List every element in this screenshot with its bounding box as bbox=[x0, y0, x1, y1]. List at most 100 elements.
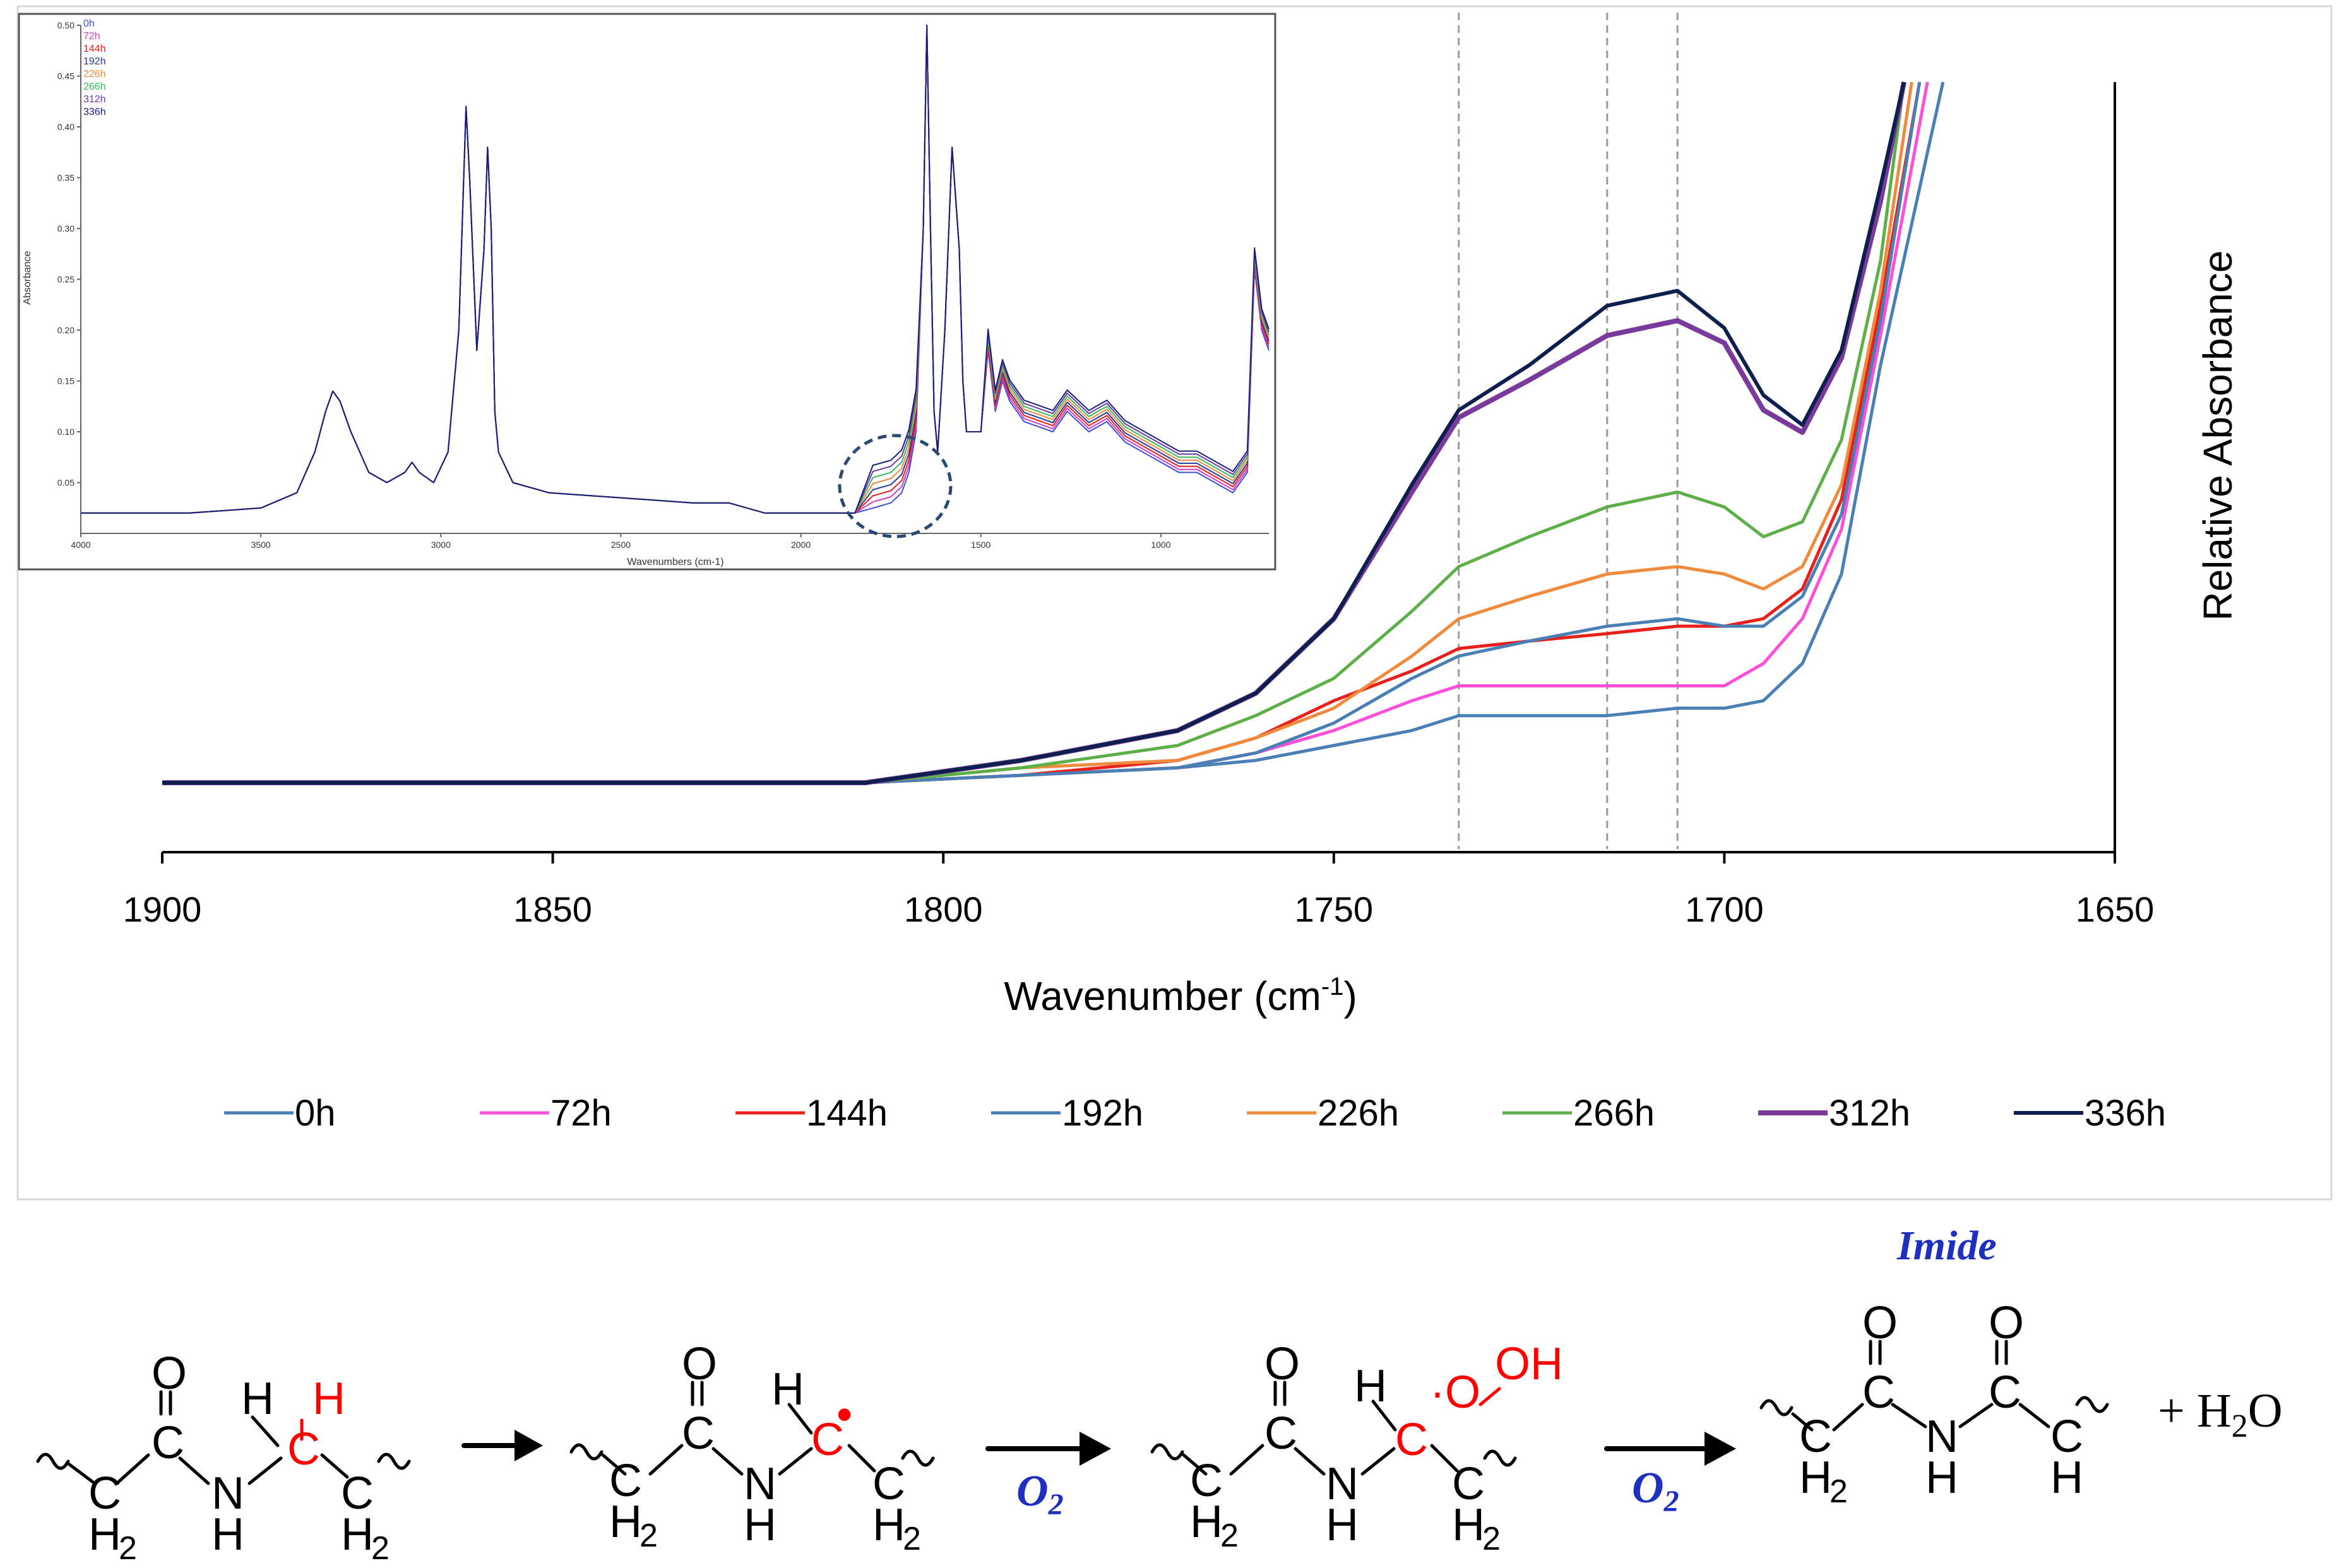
bond bbox=[1478, 1387, 1501, 1406]
subscript: 2 bbox=[640, 1518, 658, 1554]
bond bbox=[711, 1447, 744, 1476]
subscript: 2 bbox=[903, 1521, 921, 1557]
molecule-2: C H 2 C O N H H C • C H 2 bbox=[569, 1339, 935, 1557]
series-line-192h bbox=[162, 81, 1922, 785]
bond bbox=[1371, 1399, 1397, 1432]
inset-legend-label: 266h bbox=[83, 81, 106, 92]
radical-dot: • bbox=[836, 1389, 852, 1440]
atom-h: H bbox=[1452, 1500, 1485, 1550]
legend-label: 144h bbox=[806, 1093, 888, 1134]
legend-label: 266h bbox=[1573, 1093, 1655, 1134]
inset-frame bbox=[18, 13, 1276, 571]
atom-h: H bbox=[2050, 1452, 2083, 1503]
inset-y-tick-label: 0.15 bbox=[57, 376, 74, 386]
x-tick-label: 1750 bbox=[1295, 889, 1374, 929]
inset-y-tick-label: 0.35 bbox=[57, 173, 74, 183]
bond bbox=[1791, 1412, 1814, 1432]
inset-x-ticks: 4000 3500 3000 2500 2000 1500 1000 bbox=[71, 533, 1171, 550]
x-tick-label: 1850 bbox=[513, 889, 592, 929]
bond bbox=[320, 1453, 349, 1479]
atom-o: O bbox=[682, 1339, 717, 1389]
inset-x-tick-label: 3000 bbox=[431, 540, 451, 550]
wavy-bond bbox=[1150, 1443, 1184, 1461]
legend-label: 72h bbox=[550, 1093, 612, 1134]
series-group bbox=[162, 81, 1945, 785]
atom-c-radical: C bbox=[811, 1415, 844, 1465]
atom-o: O bbox=[1989, 1298, 2024, 1348]
bond bbox=[787, 1403, 813, 1435]
atom-h: H bbox=[241, 1374, 274, 1424]
atom-o: O bbox=[152, 1348, 187, 1399]
bond bbox=[1891, 1403, 1927, 1428]
reaction-arrow-head bbox=[515, 1430, 543, 1461]
legend-label: 312h bbox=[1829, 1093, 1910, 1134]
bond bbox=[178, 1456, 210, 1485]
atom-c: C bbox=[88, 1468, 121, 1519]
atom-c: C bbox=[341, 1468, 374, 1519]
wavy-bond bbox=[901, 1449, 935, 1467]
bond bbox=[1182, 1453, 1208, 1476]
atom-c: C bbox=[682, 1408, 715, 1459]
series-line-266h bbox=[162, 81, 1906, 785]
x-tick-label: 1800 bbox=[904, 889, 983, 929]
y-axis-title: Relative Absorbance bbox=[2195, 250, 2240, 621]
x-ticks: 1900 1850 1800 1750 1700 1650 bbox=[123, 852, 2155, 929]
atom-h: H bbox=[744, 1500, 776, 1550]
bond bbox=[68, 1463, 97, 1485]
atom-c: C bbox=[609, 1456, 642, 1506]
reaction-arrow-head bbox=[1704, 1432, 1736, 1466]
atom-o: O bbox=[1862, 1298, 1898, 1348]
x-tick-label: 1650 bbox=[2076, 889, 2155, 929]
x-tick-label: 1900 bbox=[123, 889, 202, 929]
x-tick-label: 1700 bbox=[1685, 889, 1764, 929]
atom-h: H bbox=[88, 1509, 121, 1560]
atom-h-red: H bbox=[312, 1374, 345, 1424]
inset-y-tick-label: 0.05 bbox=[57, 478, 74, 488]
imide-label: Imide bbox=[1896, 1223, 1997, 1269]
molecule-3: C H 2 C O N H H C ·O OH C H 2 bbox=[1150, 1339, 1563, 1557]
atom-h: H bbox=[1799, 1452, 1832, 1503]
inset-legend-label: 0h bbox=[83, 18, 95, 29]
atom-oh: OH bbox=[1495, 1339, 1563, 1389]
inset-y-tick-label: 0.20 bbox=[57, 325, 74, 335]
bond bbox=[247, 1456, 283, 1485]
wavy-bond bbox=[2075, 1396, 2109, 1413]
bond bbox=[601, 1453, 627, 1476]
atom-h: H bbox=[872, 1500, 905, 1550]
wavy-bond bbox=[1759, 1399, 1794, 1417]
inset-x-tick-label: 3500 bbox=[251, 540, 271, 550]
subscript: 2 bbox=[119, 1530, 137, 1567]
atom-h: H bbox=[1354, 1361, 1387, 1411]
inset-x-tick-label: 2500 bbox=[611, 540, 631, 550]
bond bbox=[648, 1444, 684, 1476]
atom-n: N bbox=[1925, 1411, 1958, 1462]
legend-label: 0h bbox=[295, 1093, 336, 1134]
atom-c: C bbox=[1190, 1456, 1223, 1506]
bond bbox=[2018, 1403, 2050, 1428]
atom-h: H bbox=[211, 1509, 244, 1560]
bond bbox=[1294, 1447, 1326, 1476]
atom-n: N bbox=[211, 1468, 244, 1519]
main-chart: 1900 1850 1800 1750 1700 1650 Wavenumber (cm-… bbox=[123, 13, 2240, 1134]
carbonyl-region-circle bbox=[838, 434, 953, 538]
atom-o-radical: ·O bbox=[1430, 1367, 1480, 1418]
inset-legend-label: 192h bbox=[83, 56, 106, 67]
subscript: 2 bbox=[1482, 1521, 1501, 1557]
atom-c: C bbox=[1862, 1367, 1895, 1418]
atom-c-peroxy: C bbox=[1395, 1415, 1428, 1465]
subscript: 2 bbox=[371, 1530, 390, 1567]
inset-legend-label: 336h bbox=[83, 107, 106, 117]
atom-h: H bbox=[1925, 1452, 1958, 1503]
atom-c: C bbox=[1989, 1367, 2021, 1418]
reaction-scheme: C H 2 C O N H H C H C H 2 bbox=[36, 1223, 2283, 1567]
inset-y-tick-label: 0.40 bbox=[57, 122, 74, 132]
atom-o: O bbox=[1264, 1339, 1300, 1389]
reaction-arrow-head bbox=[1080, 1432, 1111, 1466]
atom-n: N bbox=[744, 1459, 776, 1509]
inset-y-tick-label: 0.45 bbox=[57, 71, 74, 81]
atom-h: H bbox=[1190, 1497, 1223, 1547]
inset-y-tick-label: 0.30 bbox=[57, 223, 74, 234]
atom-c: C bbox=[1799, 1411, 1832, 1462]
inset-x-tick-label: 2000 bbox=[791, 540, 811, 550]
